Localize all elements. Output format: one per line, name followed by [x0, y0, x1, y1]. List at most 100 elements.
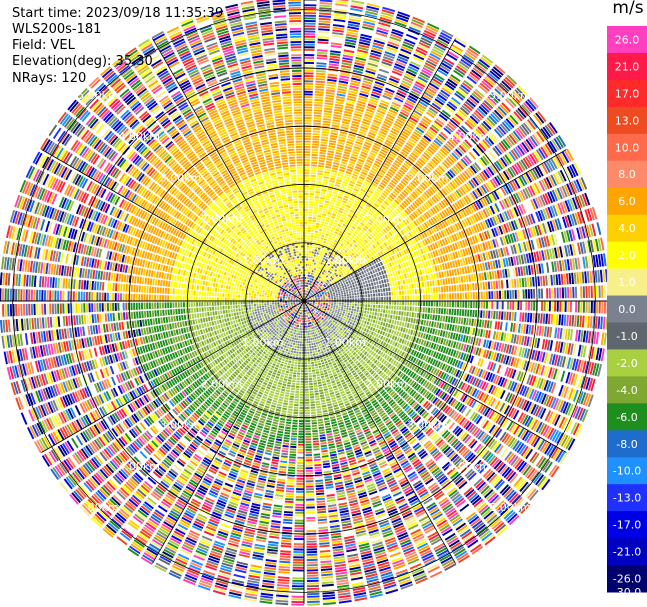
velocity-gate — [307, 274, 310, 277]
velocity-gate — [465, 318, 469, 326]
velocity-gate — [399, 321, 402, 326]
velocity-gate — [488, 301, 491, 309]
velocity-gate — [319, 242, 323, 245]
velocity-gate — [352, 278, 356, 282]
velocity-gate — [382, 309, 386, 313]
velocity-gate — [347, 286, 350, 289]
velocity-gate — [431, 321, 434, 328]
velocity-gate — [527, 312, 530, 323]
velocity-gate — [345, 289, 348, 292]
velocity-gate — [598, 285, 601, 298]
velocity-gate — [309, 201, 314, 204]
velocity-gate — [569, 286, 572, 299]
velocity-gate — [304, 290, 306, 293]
velocity-gate — [467, 309, 470, 317]
velocity-gate — [377, 262, 381, 267]
velocity-gate — [559, 287, 562, 299]
velocity-gate — [308, 206, 313, 209]
velocity-gate — [306, 274, 308, 277]
velocity-gate — [357, 46, 369, 51]
velocity-gate — [304, 153, 311, 156]
velocity-gate — [313, 122, 321, 125]
velocity-gate — [332, 167, 339, 171]
velocity-gate — [325, 233, 329, 237]
velocity-gate — [332, 119, 341, 123]
velocity-gate — [311, 253, 314, 257]
velocity-gate — [317, 236, 321, 239]
velocity-gate — [312, 127, 321, 131]
velocity-gate — [304, 17, 316, 20]
velocity-gate — [311, 224, 316, 228]
velocity-gate — [327, 228, 331, 232]
velocity-gate — [329, 309, 332, 312]
velocity-gate — [329, 232, 334, 235]
velocity-gate — [508, 311, 512, 321]
velocity-gate — [322, 305, 325, 307]
velocity-gate — [403, 284, 407, 290]
velocity-gate — [460, 275, 464, 283]
velocity-gate — [338, 245, 343, 249]
velocity-gate — [457, 292, 460, 300]
velocity-gate — [319, 264, 322, 268]
velocity-gate — [361, 313, 364, 317]
velocity-gate — [335, 290, 338, 293]
velocity-gate — [335, 309, 338, 312]
velocity-gate — [385, 287, 388, 292]
velocity-gate — [466, 283, 470, 291]
velocity-gate — [386, 328, 390, 333]
velocity-gate — [337, 212, 342, 216]
velocity-gate — [595, 285, 599, 298]
velocity-gate — [417, 294, 420, 300]
velocity-gate — [540, 313, 543, 324]
velocity-gate — [366, 314, 369, 318]
velocity-gate — [310, 256, 313, 259]
velocity-gate — [545, 313, 548, 324]
velocity-gate — [412, 289, 415, 295]
velocity-gate — [488, 291, 491, 300]
velocity-gate — [567, 301, 570, 313]
velocity-gate — [304, 287, 306, 290]
velocity-gate — [433, 307, 436, 314]
velocity-gate — [483, 301, 486, 309]
velocity-gate — [410, 329, 414, 335]
velocity-gate — [551, 327, 555, 338]
velocity-gate — [341, 313, 345, 316]
velocity-gate — [373, 337, 377, 342]
velocity-gate — [331, 213, 337, 217]
velocity-gate — [406, 311, 409, 317]
velocity-gate — [385, 309, 388, 314]
velocity-gate — [450, 316, 454, 323]
velocity-gate — [346, 305, 349, 308]
velocity-gate — [326, 84, 336, 88]
velocity-gate — [341, 241, 346, 245]
velocity-gate — [540, 263, 545, 274]
velocity-gate — [511, 311, 514, 321]
velocity-gate — [305, 266, 308, 269]
velocity-gate — [379, 284, 383, 289]
velocity-gate — [348, 318, 351, 321]
velocity-gate — [482, 310, 486, 319]
velocity-gate — [377, 312, 380, 317]
velocity-gate — [496, 301, 499, 310]
velocity-gate — [310, 235, 314, 238]
velocity-gate — [343, 245, 347, 249]
velocity-gate — [318, 299, 321, 301]
velocity-gate — [336, 176, 343, 180]
velocity-gate — [397, 326, 401, 331]
velocity-gate — [432, 328, 436, 335]
velocity-gate — [421, 313, 425, 319]
velocity-gate — [333, 299, 336, 301]
velocity-gate — [337, 311, 340, 314]
velocity-gate — [336, 287, 340, 290]
velocity-gate — [587, 315, 590, 328]
velocity-gate — [443, 308, 446, 315]
velocity-gate — [375, 293, 378, 297]
velocity-gate — [311, 270, 314, 273]
velocity-gate — [429, 266, 433, 273]
velocity-gate — [331, 169, 338, 173]
velocity-gate — [336, 178, 342, 183]
velocity-gate — [388, 301, 391, 305]
velocity-gate — [316, 252, 320, 255]
velocity-gate — [527, 265, 532, 275]
velocity-gate — [332, 292, 336, 295]
